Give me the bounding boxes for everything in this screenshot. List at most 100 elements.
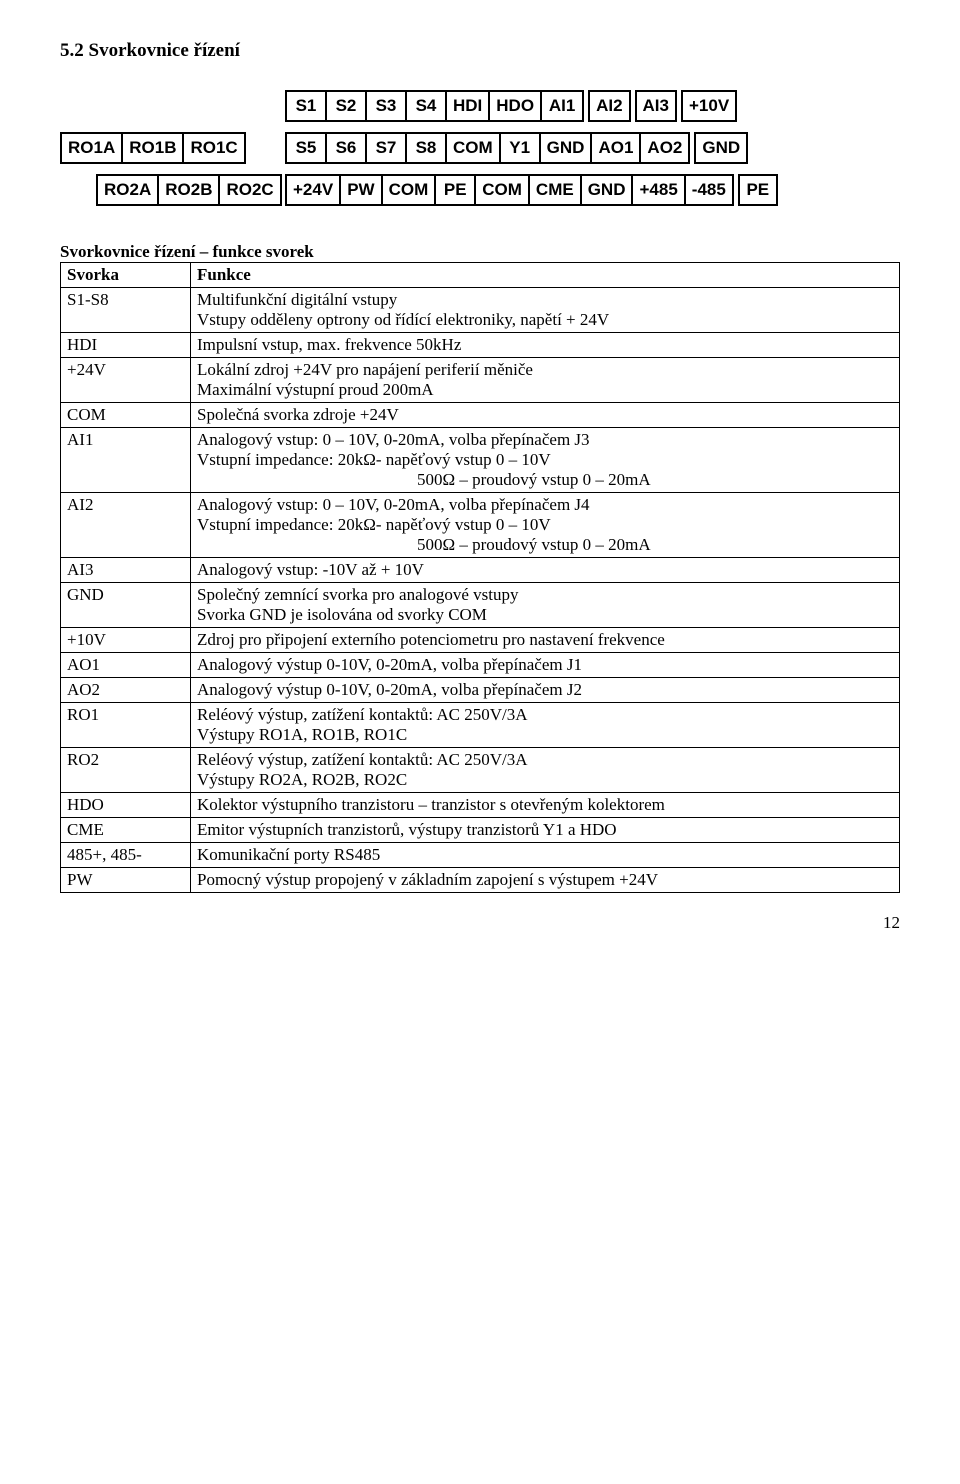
table-row: PWPomocný výstup propojený v základním z… <box>61 868 900 893</box>
table-cell-indent: 500Ω – proudový vstup 0 – 20mA <box>197 470 893 490</box>
table-cell-key: AI3 <box>61 558 191 583</box>
diagram-cell: Y1 <box>501 134 541 162</box>
diagram-row-3: RO2ARO2BRO2C +24VPWCOMPECOMCMEGND+485-48… <box>60 174 900 206</box>
table-cell-key: +10V <box>61 628 191 653</box>
diagram-cell: GND <box>541 134 593 162</box>
table-cell-key: PW <box>61 868 191 893</box>
table-cell-key: 485+, 485- <box>61 843 191 868</box>
page-number: 12 <box>60 913 900 933</box>
table-cell-value: Analogový výstup 0-10V, 0-20mA, volba př… <box>191 678 900 703</box>
diagram-group-r2left: RO1ARO1BRO1C <box>60 132 246 164</box>
diagram-cell: PE <box>436 176 476 204</box>
table-cell-value: Multifunkční digitální vstupyVstupy oddě… <box>191 288 900 333</box>
diagram-group-r3left: RO2ARO2BRO2C <box>96 174 282 206</box>
table-cell-value: Analogový vstup: 0 – 10V, 0-20mA, volba … <box>191 493 900 558</box>
terminal-diagram: S1S2S3S4HDIHDOAI1 AI2 AI3 +10V RO1ARO1BR… <box>60 90 900 206</box>
table-cell-value: Kolektor výstupního tranzistoru – tranzi… <box>191 793 900 818</box>
diagram-cell: -485 <box>686 176 732 204</box>
table-row: +24VLokální zdroj +24V pro napájení peri… <box>61 358 900 403</box>
diagram-cell: AO1 <box>592 134 641 162</box>
table-row: COMSpolečná svorka zdroje +24V <box>61 403 900 428</box>
table-row: AO1Analogový výstup 0-10V, 0-20mA, volba… <box>61 653 900 678</box>
table-cell-value: Společný zemnící svorka pro analogové vs… <box>191 583 900 628</box>
table-cell-value: Lokální zdroj +24V pro napájení periferi… <box>191 358 900 403</box>
diagram-cell: HDO <box>490 92 542 120</box>
diagram-row-2: RO1ARO1BRO1C S5S6S7S8COMY1GNDAO1AO2 GND <box>60 132 900 164</box>
diagram-cell: S6 <box>327 134 367 162</box>
table-cell-key: S1-S8 <box>61 288 191 333</box>
table-cell-value: Analogový vstup: -10V až + 10V <box>191 558 900 583</box>
diagram-cell: CME <box>530 176 582 204</box>
diagram-cell: AO2 <box>641 134 688 162</box>
table-cell-key: AI1 <box>61 428 191 493</box>
table-cell-key: HDO <box>61 793 191 818</box>
table-row: S1-S8Multifunkční digitální vstupyVstupy… <box>61 288 900 333</box>
table-row: GNDSpolečný zemnící svorka pro analogové… <box>61 583 900 628</box>
diagram-cell: COM <box>476 176 530 204</box>
diagram-cell: S7 <box>367 134 407 162</box>
diagram-cell: GND <box>582 176 634 204</box>
table-row: RO1Reléový výstup, zatížení kontaktů: AC… <box>61 703 900 748</box>
diagram-cell: S3 <box>367 92 407 120</box>
table-cell-value: Společná svorka zdroje +24V <box>191 403 900 428</box>
table-row: HDOKolektor výstupního tranzistoru – tra… <box>61 793 900 818</box>
diagram-cell: PW <box>341 176 382 204</box>
diagram-cell: AI2 <box>588 90 630 122</box>
table-row: +10VZdroj pro připojení externího potenc… <box>61 628 900 653</box>
table-cell-key: RO1 <box>61 703 191 748</box>
table-cell-key: CME <box>61 818 191 843</box>
terminal-function-table: Svorka Funkce S1-S8Multifunkční digitáln… <box>60 262 900 893</box>
table-row: AO2Analogový výstup 0-10V, 0-20mA, volba… <box>61 678 900 703</box>
table-row: RO2Reléový výstup, zatížení kontaktů: AC… <box>61 748 900 793</box>
table-cell-key: HDI <box>61 333 191 358</box>
diagram-cell: S4 <box>407 92 447 120</box>
diagram-cell: PE <box>738 174 778 206</box>
table-cell-key: GND <box>61 583 191 628</box>
table-row: AI3Analogový vstup: -10V až + 10V <box>61 558 900 583</box>
diagram-cell: S2 <box>327 92 367 120</box>
table-cell-value: Impulsní vstup, max. frekvence 50kHz <box>191 333 900 358</box>
diagram-cell: RO1C <box>184 134 243 162</box>
diagram-cell: +485 <box>633 176 685 204</box>
table-cell-key: RO2 <box>61 748 191 793</box>
diagram-cell: +10V <box>681 90 737 122</box>
table-cell-key: COM <box>61 403 191 428</box>
diagram-row-1: S1S2S3S4HDIHDOAI1 AI2 AI3 +10V <box>60 90 900 122</box>
table-cell-key: AI2 <box>61 493 191 558</box>
diagram-cell: GND <box>694 132 748 164</box>
table-cell-key: AO1 <box>61 653 191 678</box>
diagram-group-r3g1: +24VPWCOMPECOMCMEGND+485-485 <box>285 174 734 206</box>
diagram-group-r2g1: S5S6S7S8COMY1GNDAO1AO2 <box>285 132 690 164</box>
diagram-cell: RO2B <box>159 176 220 204</box>
diagram-cell: RO2C <box>220 176 279 204</box>
diagram-cell: RO1A <box>62 134 123 162</box>
table-cell-key: AO2 <box>61 678 191 703</box>
diagram-cell: COM <box>447 134 501 162</box>
table-row: CMEEmitor výstupních tranzistorů, výstup… <box>61 818 900 843</box>
table-row: HDIImpulsní vstup, max. frekvence 50kHz <box>61 333 900 358</box>
diagram-cell: AI1 <box>542 92 582 120</box>
table-row: 485+, 485-Komunikační porty RS485 <box>61 843 900 868</box>
table-row: AI1Analogový vstup: 0 – 10V, 0-20mA, vol… <box>61 428 900 493</box>
diagram-cell: +24V <box>287 176 341 204</box>
section-title: 5.2 Svorkovnice řízení <box>60 40 900 62</box>
table-cell-value: Analogový vstup: 0 – 10V, 0-20mA, volba … <box>191 428 900 493</box>
table-header-funkce: Funkce <box>191 263 900 288</box>
diagram-cell: HDI <box>447 92 490 120</box>
diagram-cell: RO2A <box>98 176 159 204</box>
table-title: Svorkovnice řízení – funkce svorek <box>60 242 900 262</box>
table-cell-value: Reléový výstup, zatížení kontaktů: AC 25… <box>191 703 900 748</box>
diagram-cell: COM <box>383 176 437 204</box>
diagram-cell: S5 <box>287 134 327 162</box>
diagram-cell: RO1B <box>123 134 184 162</box>
table-cell-value: Pomocný výstup propojený v základním zap… <box>191 868 900 893</box>
diagram-cell: AI3 <box>635 90 677 122</box>
table-cell-key: +24V <box>61 358 191 403</box>
table-cell-value: Analogový výstup 0-10V, 0-20mA, volba př… <box>191 653 900 678</box>
diagram-cell: S1 <box>287 92 327 120</box>
diagram-group-r1g1: S1S2S3S4HDIHDOAI1 <box>285 90 584 122</box>
table-cell-value: Zdroj pro připojení externího potenciome… <box>191 628 900 653</box>
table-row: AI2Analogový vstup: 0 – 10V, 0-20mA, vol… <box>61 493 900 558</box>
diagram-cell: S8 <box>407 134 447 162</box>
table-cell-indent: 500Ω – proudový vstup 0 – 20mA <box>197 535 893 555</box>
